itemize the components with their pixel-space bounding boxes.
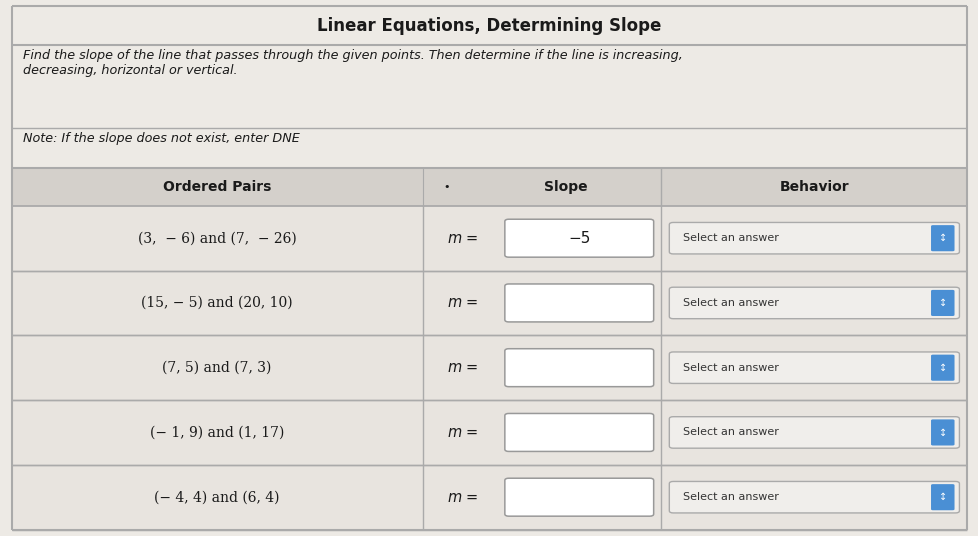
Text: Linear Equations, Determining Slope: Linear Equations, Determining Slope xyxy=(317,17,661,35)
Text: −5: −5 xyxy=(567,230,590,245)
Text: Select an answer: Select an answer xyxy=(683,363,778,373)
FancyBboxPatch shape xyxy=(505,219,653,257)
Bar xyxy=(12,206,966,271)
FancyBboxPatch shape xyxy=(505,349,653,386)
FancyBboxPatch shape xyxy=(930,355,954,381)
Text: Select an answer: Select an answer xyxy=(683,492,778,502)
Text: Select an answer: Select an answer xyxy=(683,298,778,308)
Text: ↕: ↕ xyxy=(938,233,946,243)
Bar xyxy=(12,271,966,336)
Text: $m$ =: $m$ = xyxy=(447,425,478,440)
FancyBboxPatch shape xyxy=(669,416,958,448)
FancyBboxPatch shape xyxy=(505,413,653,451)
Text: Select an answer: Select an answer xyxy=(683,427,778,437)
Text: (− 1, 9) and (1, 17): (− 1, 9) and (1, 17) xyxy=(150,426,284,440)
Text: (15, − 5) and (20, 10): (15, − 5) and (20, 10) xyxy=(141,296,292,310)
Text: (3,  − 6) and (7,  − 26): (3, − 6) and (7, − 26) xyxy=(138,231,296,245)
FancyBboxPatch shape xyxy=(669,352,958,383)
Bar xyxy=(12,45,966,128)
Text: $m$ =: $m$ = xyxy=(447,295,478,310)
FancyBboxPatch shape xyxy=(930,419,954,445)
FancyBboxPatch shape xyxy=(505,478,653,516)
Text: $m$ =: $m$ = xyxy=(447,490,478,505)
FancyBboxPatch shape xyxy=(669,287,958,319)
Bar xyxy=(12,336,966,400)
FancyBboxPatch shape xyxy=(930,484,954,510)
Text: Note: If the slope does not exist, enter DNE: Note: If the slope does not exist, enter… xyxy=(23,132,300,145)
Bar xyxy=(12,465,966,530)
Bar xyxy=(12,128,966,168)
Text: ↕: ↕ xyxy=(938,363,946,373)
FancyBboxPatch shape xyxy=(669,222,958,254)
FancyBboxPatch shape xyxy=(930,225,954,251)
Text: ↕: ↕ xyxy=(938,298,946,308)
Text: (− 4, 4) and (6, 4): (− 4, 4) and (6, 4) xyxy=(155,490,280,504)
Text: Ordered Pairs: Ordered Pairs xyxy=(162,180,271,194)
Bar xyxy=(12,6,966,45)
Text: ↕: ↕ xyxy=(938,427,946,437)
Text: Find the slope of the line that passes through the given points. Then determine : Find the slope of the line that passes t… xyxy=(23,49,683,77)
Text: Behavior: Behavior xyxy=(778,180,848,194)
Text: Select an answer: Select an answer xyxy=(683,233,778,243)
FancyBboxPatch shape xyxy=(930,290,954,316)
Bar xyxy=(12,168,966,206)
FancyBboxPatch shape xyxy=(669,481,958,513)
Text: $m$ =: $m$ = xyxy=(447,230,478,245)
Text: Slope: Slope xyxy=(544,180,587,194)
Bar xyxy=(12,400,966,465)
Text: $m$ =: $m$ = xyxy=(447,360,478,375)
Text: •: • xyxy=(443,182,449,192)
Text: (7, 5) and (7, 3): (7, 5) and (7, 3) xyxy=(162,361,272,375)
Text: ↕: ↕ xyxy=(938,492,946,502)
FancyBboxPatch shape xyxy=(505,284,653,322)
